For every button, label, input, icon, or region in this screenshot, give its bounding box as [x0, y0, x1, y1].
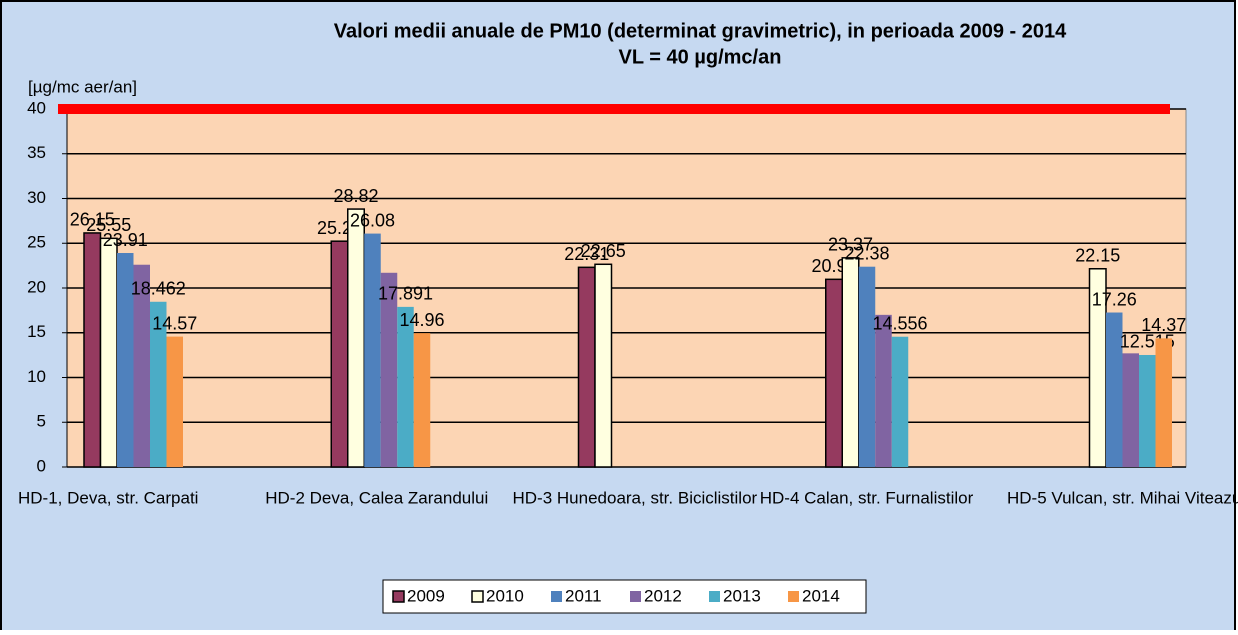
value-label: 22.38 — [844, 243, 889, 263]
y-tick-label: 35 — [27, 143, 46, 162]
value-label: 17.891 — [378, 284, 433, 304]
bar — [1155, 338, 1172, 467]
value-label: 26.08 — [350, 210, 395, 230]
value-label: 23.91 — [103, 230, 148, 250]
value-label: 22.15 — [1075, 246, 1120, 266]
bar — [891, 336, 909, 467]
y-tick-label: 10 — [27, 367, 46, 386]
y-tick-label: 30 — [27, 188, 46, 207]
legend — [382, 579, 867, 614]
y-axis-label: [µg/mc aer/an] — [28, 77, 137, 96]
bar — [397, 306, 414, 467]
value-label: 23.37 — [828, 235, 873, 255]
legend-label: 2009 — [407, 586, 445, 605]
value-label: 26.15 — [70, 210, 115, 230]
bar — [330, 240, 349, 468]
legend-label: 2012 — [644, 586, 682, 605]
y-tick-label: 5 — [37, 412, 46, 431]
legend-swatch — [630, 591, 641, 602]
x-tick-label: HD-3 Hunedoara, str. Biciclistilor — [513, 488, 758, 507]
legend-label: 2013 — [723, 586, 761, 605]
value-label: 14.37 — [1141, 315, 1186, 335]
bar — [577, 266, 596, 468]
x-tick-label: HD-5 Vulcan, str. Mihai Viteazu — [1007, 488, 1238, 507]
legend-swatch — [392, 590, 405, 603]
value-label: 17.26 — [1092, 289, 1137, 309]
y-tick-label: 40 — [27, 98, 46, 117]
legend-swatch — [788, 591, 799, 602]
bar — [841, 257, 860, 468]
value-label: 18.462 — [131, 279, 186, 299]
value-label: 14.96 — [399, 310, 444, 330]
bar — [133, 264, 150, 467]
legend-label: 2014 — [802, 586, 840, 605]
value-label: 28.82 — [333, 186, 378, 206]
bar — [825, 278, 843, 468]
bar — [83, 232, 102, 468]
legend-swatch — [551, 591, 562, 602]
bar — [347, 208, 365, 468]
y-tick-label: 15 — [27, 322, 46, 341]
value-label: 22.31 — [564, 244, 609, 264]
bar — [594, 263, 613, 468]
value-label: 25.55 — [86, 215, 131, 235]
legend-label: 2010 — [486, 586, 524, 605]
bar — [117, 253, 134, 467]
legend-label: 2011 — [565, 586, 602, 605]
bar — [364, 233, 381, 467]
bar — [413, 333, 431, 467]
value-label: 14.556 — [872, 313, 927, 333]
chart-title: Valori medii anuale de PM10 (determinat … — [334, 20, 1067, 42]
bar — [1139, 354, 1156, 467]
x-tick-label: HD-4 Calan, str. Furnalistilor — [760, 488, 974, 507]
bar — [150, 301, 167, 467]
value-label: 14.57 — [152, 313, 197, 333]
y-tick-label: 25 — [27, 233, 46, 252]
x-tick-label: HD-1, Deva, str. Carpati — [18, 488, 198, 507]
bar — [858, 266, 876, 467]
value-label: 22.65 — [581, 241, 626, 261]
y-tick-label: 20 — [27, 277, 46, 296]
bar — [1122, 353, 1139, 467]
bar — [380, 272, 398, 467]
bar — [166, 336, 183, 467]
bar — [1106, 312, 1123, 467]
legend-swatch — [471, 590, 484, 603]
x-tick-label: HD-2 Deva, Calea Zarandului — [265, 488, 488, 507]
legend-swatch — [709, 591, 720, 602]
bar — [875, 314, 892, 467]
bar — [99, 237, 118, 468]
y-tick-label: 0 — [37, 456, 46, 475]
chart-subtitle: VL = 40 µg/mc/an — [619, 46, 782, 68]
